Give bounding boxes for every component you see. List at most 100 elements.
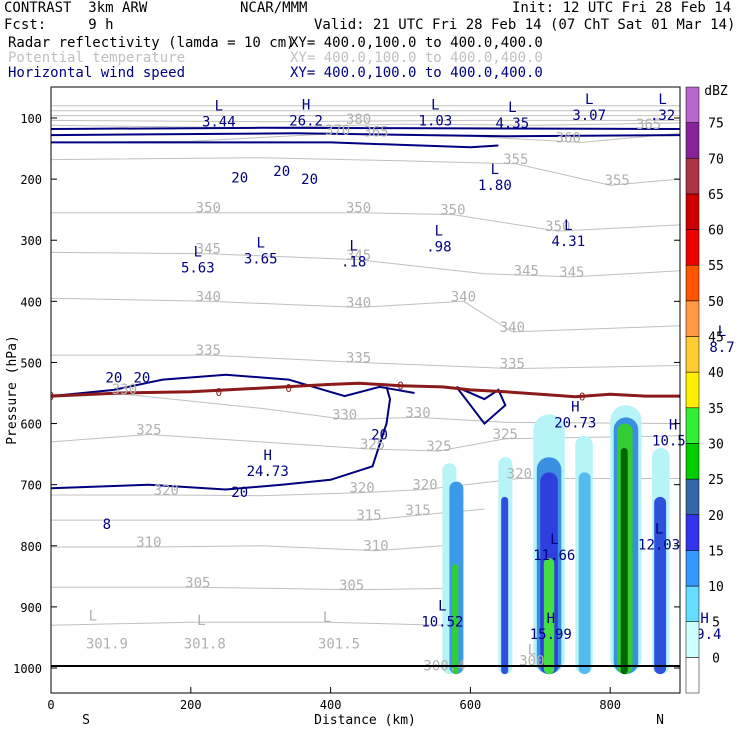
isentrope [51,433,680,452]
wind-contour [51,126,680,130]
isentrope-label: 320 [412,478,437,494]
isentrope [51,545,443,552]
title-left: CONTRAST 3km ARW [4,0,148,16]
isentrope [51,354,680,370]
colorbar-level-label: 20 [708,509,724,524]
endpoint-right: N [656,713,664,728]
isentrope-label: 345 [514,264,539,280]
field-2-xy: XY= 400.0,100.0 to 400.0,400.0 [290,50,543,66]
isentrope-label: 320 [154,483,179,499]
wind-contour-label: 20 [371,428,388,444]
wind-extremum-value: 20.73 [554,415,596,431]
isentrope-label: 301.9 [86,636,128,652]
wind-extremum-value: 3.44 [202,115,236,131]
wind-extremum-marker: H [302,97,310,113]
init-time: Init: 12 UTC Fri 28 Feb 14 [512,0,732,16]
isentrope-marker: L [89,608,97,624]
radar-cell [654,496,667,675]
isentrope-marker: L [528,643,536,659]
freezing-level-label: 0 [285,382,292,395]
isentrope [51,508,485,521]
wind-extremum-marker: L [435,223,443,239]
wind-extremum-marker: L [256,236,264,252]
freezing-level-label: 0 [579,391,586,404]
y-tick-label: 600 [20,418,42,432]
colorbar-swatch [685,443,700,480]
wind-extremum-marker: L [431,97,439,113]
isentrope [51,297,680,333]
wind-extremum-marker: L [215,99,223,115]
wind-extremum-value: 8.7 [709,340,734,356]
radar-cell [452,564,459,675]
wind-contour-label: 20 [231,170,248,186]
y-axis-label: Pressure (hPa) [5,335,20,445]
isentrope-label: 335 [346,350,371,366]
isentrope-label: 320 [349,481,374,497]
theta-contour-lines [51,105,680,626]
isentrope-label: 301.8 [184,636,226,652]
isentrope-label: 330 [332,407,357,423]
freezing-level-label: 0 [48,390,55,403]
colorbar-level-label: 45 [708,331,724,346]
isentrope-label: 335 [196,343,221,359]
wind-extremum-value: 3.07 [572,108,606,124]
colorbar-swatch [685,514,700,551]
wind-speed-contours [51,126,680,491]
isentrope-label: 350 [346,201,371,217]
wind-extremum-marker: L [438,599,446,615]
radar-cell [501,496,509,675]
wind-extremum-value: 1.80 [478,178,512,194]
field-1-name: Radar reflectivity (lamda = 10 cm) [8,35,295,51]
y-tick-label: 900 [20,601,42,615]
wind-extremum-marker: H [571,399,579,415]
wind-extremum-value: 4.31 [551,234,585,250]
colorbar-level-label: 70 [708,152,724,167]
isentrope-label: 365 [363,124,388,140]
y-tick-label: 400 [20,295,42,309]
colorbar-level-label: 25 [708,473,724,488]
y-tick-label: 700 [20,479,42,493]
wind-contour [455,385,507,426]
x-tick-label: 200 [180,698,202,712]
wind-contour [51,141,499,149]
wind-extremum-marker: L [585,92,593,108]
isentrope-label: 315 [405,503,430,519]
colorbar-level-label: 0 [712,651,720,666]
wind-contour-label: 20 [301,172,318,188]
wind-extremum-marker: H [263,448,271,464]
x-tick-label: 0 [47,698,54,712]
freezing-level: 0 0 0 0 0 [48,380,680,404]
wind-extremum-value: 11.66 [533,548,575,564]
wind-extremum-marker: L [194,245,202,261]
isentrope-label: 301.5 [318,636,360,652]
wind-extremum-marker: L [349,239,357,255]
wind-extremum-value: 10.52 [421,615,463,631]
isentrope-label: 340 [196,289,221,305]
colorbar-unit: dBZ [704,84,728,99]
isentrope-label: 370 [325,123,350,139]
isentrope-label: 330 [405,405,430,421]
isentrope-label: 345 [196,242,221,258]
x-tick-label: 800 [599,698,621,712]
isentrope-marker: L [197,613,205,629]
colorbar-level-label: 30 [708,438,724,453]
isentrope-label: 335 [500,357,525,373]
isentrope-label: 320 [507,467,532,483]
isentrope [51,122,680,129]
isentrope-label: 315 [356,508,381,524]
colorbar-level-label: 60 [708,224,724,239]
wind-extremum-marker: L [718,324,726,340]
colorbar-swatch [685,371,700,409]
wind-extremum-value: 26.2 [289,113,323,129]
isentrope-marker: L [323,610,331,626]
plot-frame [50,86,681,694]
colorbar-swatch [685,122,700,159]
wind-extremum-marker: H [669,418,677,434]
wind-extremum-value: 3.65 [244,252,278,268]
isentrope-label: 305 [185,575,210,591]
colorbar-level-label: 50 [708,295,724,310]
isentrope [51,251,680,278]
isentrope-label: 325 [426,439,451,455]
field-2-name: Potential temperature [8,50,186,66]
